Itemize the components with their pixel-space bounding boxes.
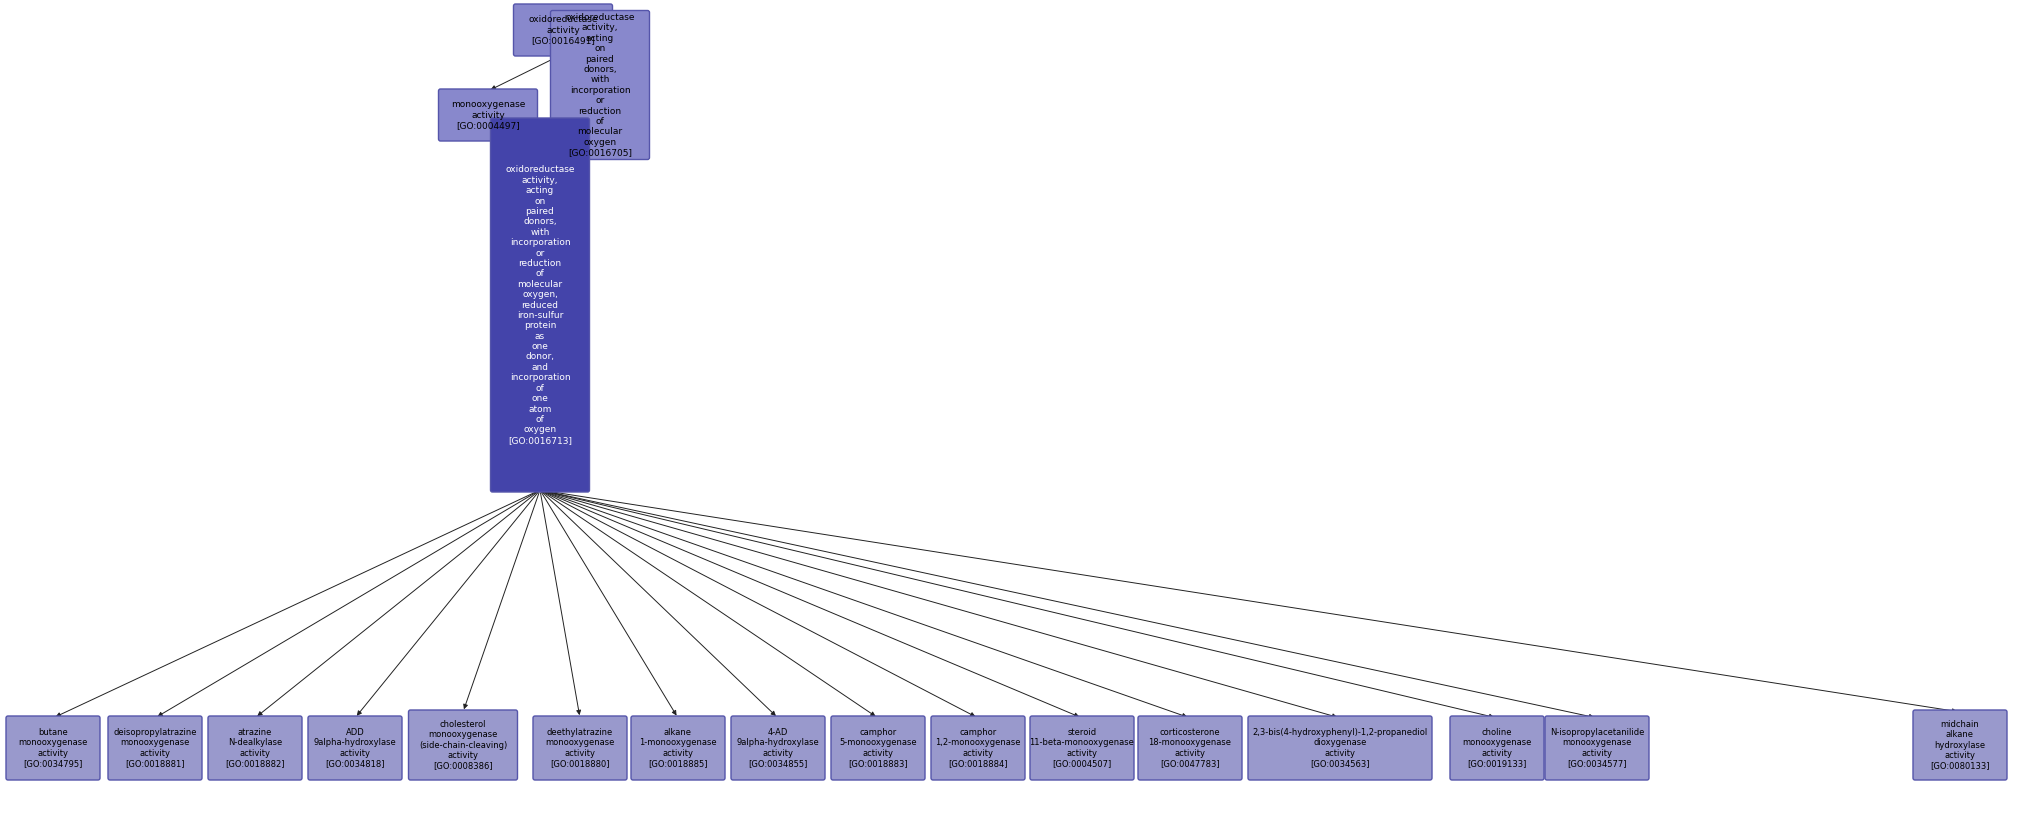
FancyBboxPatch shape bbox=[1450, 716, 1543, 780]
Text: atrazine
N-dealkylase
activity
[GO:0018882]: atrazine N-dealkylase activity [GO:00188… bbox=[226, 728, 285, 768]
FancyBboxPatch shape bbox=[550, 11, 649, 160]
Text: 2,3-bis(4-hydroxyphenyl)-1,2-propanediol
dioxygenase
activity
[GO:0034563]: 2,3-bis(4-hydroxyphenyl)-1,2-propanediol… bbox=[1252, 728, 1427, 768]
FancyBboxPatch shape bbox=[731, 716, 825, 780]
Text: ADD
9alpha-hydroxylase
activity
[GO:0034818]: ADD 9alpha-hydroxylase activity [GO:0034… bbox=[314, 728, 397, 768]
FancyBboxPatch shape bbox=[1030, 716, 1134, 780]
FancyBboxPatch shape bbox=[409, 710, 517, 780]
FancyBboxPatch shape bbox=[831, 716, 924, 780]
Text: choline
monooxygenase
activity
[GO:0019133]: choline monooxygenase activity [GO:00191… bbox=[1462, 728, 1531, 768]
FancyBboxPatch shape bbox=[491, 118, 590, 492]
Text: monooxygenase
activity
[GO:0004497]: monooxygenase activity [GO:0004497] bbox=[450, 100, 525, 130]
FancyBboxPatch shape bbox=[208, 716, 301, 780]
FancyBboxPatch shape bbox=[1248, 716, 1431, 780]
Text: camphor
5-monooxygenase
activity
[GO:0018883]: camphor 5-monooxygenase activity [GO:001… bbox=[839, 728, 916, 768]
FancyBboxPatch shape bbox=[513, 4, 613, 56]
FancyBboxPatch shape bbox=[1914, 710, 2007, 780]
Text: steroid
11-beta-monooxygenase
activity
[GO:0004507]: steroid 11-beta-monooxygenase activity [… bbox=[1030, 728, 1134, 768]
FancyBboxPatch shape bbox=[108, 716, 202, 780]
FancyBboxPatch shape bbox=[631, 716, 725, 780]
Text: deisopropylatrazine
monooxygenase
activity
[GO:0018881]: deisopropylatrazine monooxygenase activi… bbox=[114, 728, 197, 768]
FancyBboxPatch shape bbox=[533, 716, 627, 780]
Text: N-isopropylacetanilide
monooxygenase
activity
[GO:0034577]: N-isopropylacetanilide monooxygenase act… bbox=[1549, 728, 1645, 768]
Text: deethylatrazine
monooxygenase
activity
[GO:0018880]: deethylatrazine monooxygenase activity [… bbox=[546, 728, 615, 768]
Text: butane
monooxygenase
activity
[GO:0034795]: butane monooxygenase activity [GO:003479… bbox=[18, 728, 88, 768]
Text: camphor
1,2-monooxygenase
activity
[GO:0018884]: camphor 1,2-monooxygenase activity [GO:0… bbox=[935, 728, 1020, 768]
FancyBboxPatch shape bbox=[307, 716, 401, 780]
FancyBboxPatch shape bbox=[1138, 716, 1242, 780]
Text: alkane
1-monooxygenase
activity
[GO:0018885]: alkane 1-monooxygenase activity [GO:0018… bbox=[639, 728, 717, 768]
FancyBboxPatch shape bbox=[6, 716, 100, 780]
FancyBboxPatch shape bbox=[1545, 716, 1649, 780]
Text: oxidoreductase
activity,
acting
on
paired
donors,
with
incorporation
or
reductio: oxidoreductase activity, acting on paire… bbox=[566, 13, 635, 157]
Text: midchain
alkane
hydroxylase
activity
[GO:0080133]: midchain alkane hydroxylase activity [GO… bbox=[1930, 719, 1989, 770]
Text: oxidoreductase
activity
[GO:0016491]: oxidoreductase activity [GO:0016491] bbox=[527, 15, 599, 45]
Text: corticosterone
18-monooxygenase
activity
[GO:0047783]: corticosterone 18-monooxygenase activity… bbox=[1148, 728, 1232, 768]
FancyBboxPatch shape bbox=[438, 89, 538, 141]
Text: oxidoreductase
activity,
acting
on
paired
donors,
with
incorporation
or
reductio: oxidoreductase activity, acting on paire… bbox=[505, 165, 574, 444]
Text: cholesterol
monooxygenase
(side-chain-cleaving)
activity
[GO:0008386]: cholesterol monooxygenase (side-chain-cl… bbox=[419, 719, 507, 770]
Text: 4-AD
9alpha-hydroxylase
activity
[GO:0034855]: 4-AD 9alpha-hydroxylase activity [GO:003… bbox=[737, 728, 818, 768]
FancyBboxPatch shape bbox=[930, 716, 1024, 780]
